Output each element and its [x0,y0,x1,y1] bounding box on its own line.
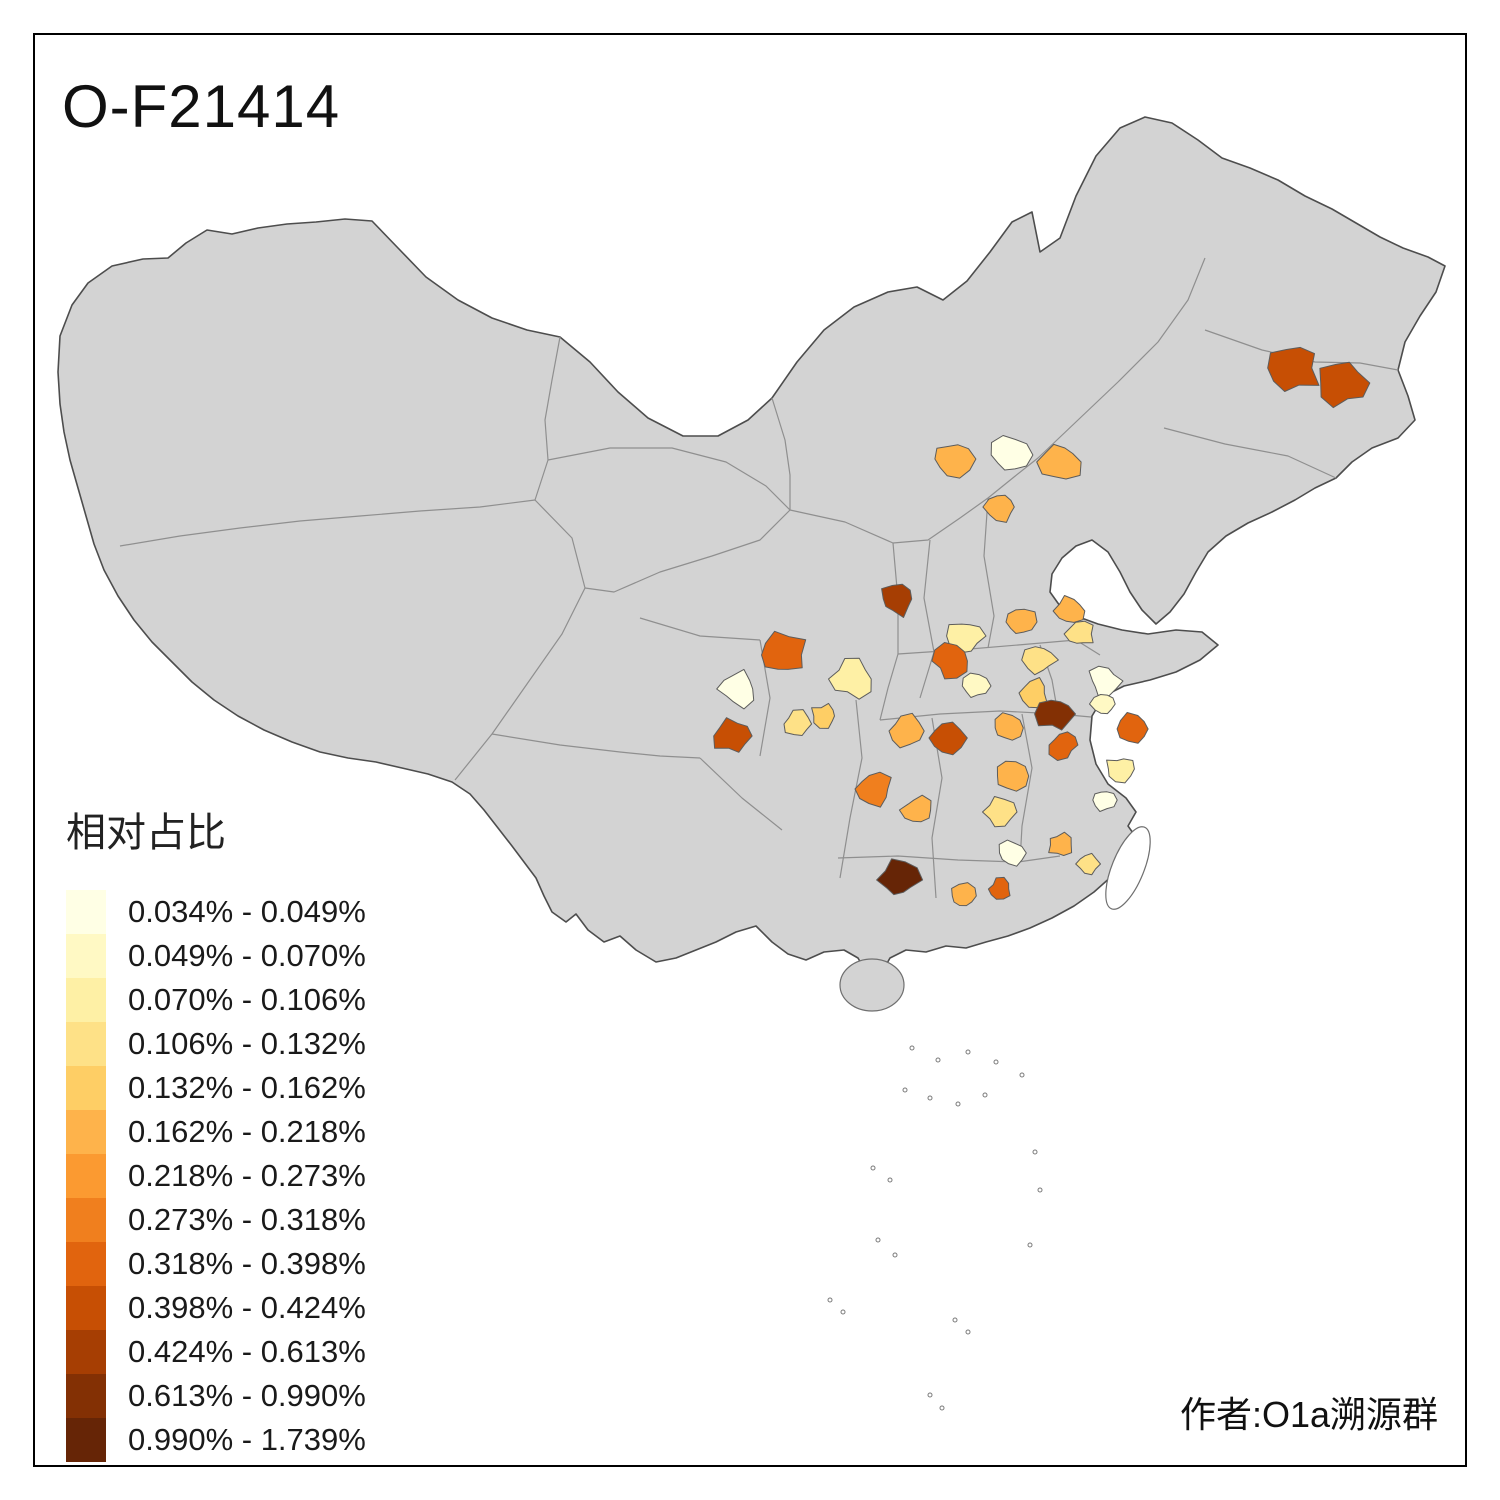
attribution-text: 作者:O1a溯源群 [1179,1394,1438,1435]
legend-item: 0.132% - 0.162% [66,1066,486,1110]
legend-item: 0.162% - 0.218% [66,1110,486,1154]
legend-item: 0.218% - 0.273% [66,1154,486,1198]
legend-label: 0.218% - 0.273% [128,1158,366,1193]
legend-swatch [66,1022,106,1066]
map-region [716,668,755,710]
legend-item: 0.034% - 0.049% [66,890,486,934]
map-region [1116,712,1149,744]
map-region [761,630,807,670]
legend-title: 相对占比 [66,811,226,855]
map-region [994,712,1024,741]
legend-rows: 0.034% - 0.049% 0.049% - 0.070% 0.070% - 0… [66,890,486,1462]
plot-title: O-F21414 [62,73,341,140]
legend: 相对占比 0.034% - 0.049% 0.049% - 0.070% 0.070… [66,800,486,1462]
legend-label: 0.070% - 0.106% [128,982,366,1017]
map-region [783,709,813,736]
legend-label: 0.990% - 1.739% [128,1422,366,1457]
map-region [1063,620,1094,644]
map-region [1106,758,1135,784]
map-region [982,494,1015,523]
legend-item: 0.049% - 0.070% [66,934,486,978]
map-region [1319,361,1371,409]
map-region [876,858,924,896]
legend-swatch [66,1110,106,1154]
map-region [931,642,968,680]
map-region [1075,852,1101,876]
legend-swatch [66,1374,106,1418]
map-region [982,796,1018,828]
hainan-island [839,958,905,1012]
legend-swatch [66,1242,106,1286]
legend-label: 0.106% - 0.132% [128,1026,366,1061]
legend-label: 0.034% - 0.049% [128,894,366,929]
province-boundaries [119,257,1399,899]
map-region [1034,699,1076,731]
map-region [1005,608,1038,634]
legend-item: 0.990% - 1.739% [66,1418,486,1462]
legend-item: 0.424% - 0.613% [66,1330,486,1374]
legend-item: 0.613% - 0.990% [66,1374,486,1418]
map-region [1021,646,1059,676]
legend-label: 0.318% - 0.398% [128,1246,366,1281]
map-region [1089,694,1116,715]
legend-label: 0.162% - 0.218% [128,1114,366,1149]
legend-item: 0.106% - 0.132% [66,1022,486,1066]
legend-swatch [66,1418,106,1462]
legend-swatch [66,1198,106,1242]
legend-swatch [66,1286,106,1330]
legend-item: 0.318% - 0.398% [66,1242,486,1286]
legend-label: 0.273% - 0.318% [128,1202,366,1237]
map-region [1052,595,1086,623]
map-region [1267,346,1320,392]
map-region [881,583,913,618]
map-region [888,712,925,749]
legend-swatch [66,1066,106,1110]
legend-swatch [66,1154,106,1198]
map-region [1092,791,1118,812]
legend-label: 0.049% - 0.070% [128,938,366,973]
legend-swatch [66,978,106,1022]
map-region [961,672,992,698]
map-region [828,657,872,700]
legend-item: 0.070% - 0.106% [66,978,486,1022]
legend-swatch [66,890,106,934]
south-china-sea-islets [827,1045,1043,1411]
legend-label: 0.132% - 0.162% [128,1070,366,1105]
map-region [1088,665,1124,697]
legend-item: 0.273% - 0.318% [66,1198,486,1242]
map-region [854,771,892,808]
legend-label: 0.398% - 0.424% [128,1290,366,1325]
map-region [928,721,968,756]
legend-item: 0.398% - 0.424% [66,1286,486,1330]
taiwan-island [1105,826,1151,910]
map-region [898,794,932,823]
map-region [996,760,1030,792]
map-region [1048,731,1079,761]
highlighted-prefectures [713,346,1371,907]
map-region [951,882,977,907]
map-region [987,876,1011,900]
map-region [1048,831,1073,856]
legend-label: 0.613% - 0.990% [128,1378,366,1413]
map-region [713,717,753,753]
legend-swatch [66,934,106,978]
legend-label: 0.424% - 0.613% [128,1334,366,1369]
map-region [990,435,1034,471]
map-region [811,702,835,729]
map-region [934,444,977,479]
legend-swatch [66,1330,106,1374]
map-region [998,839,1027,867]
map-region [1036,443,1082,480]
